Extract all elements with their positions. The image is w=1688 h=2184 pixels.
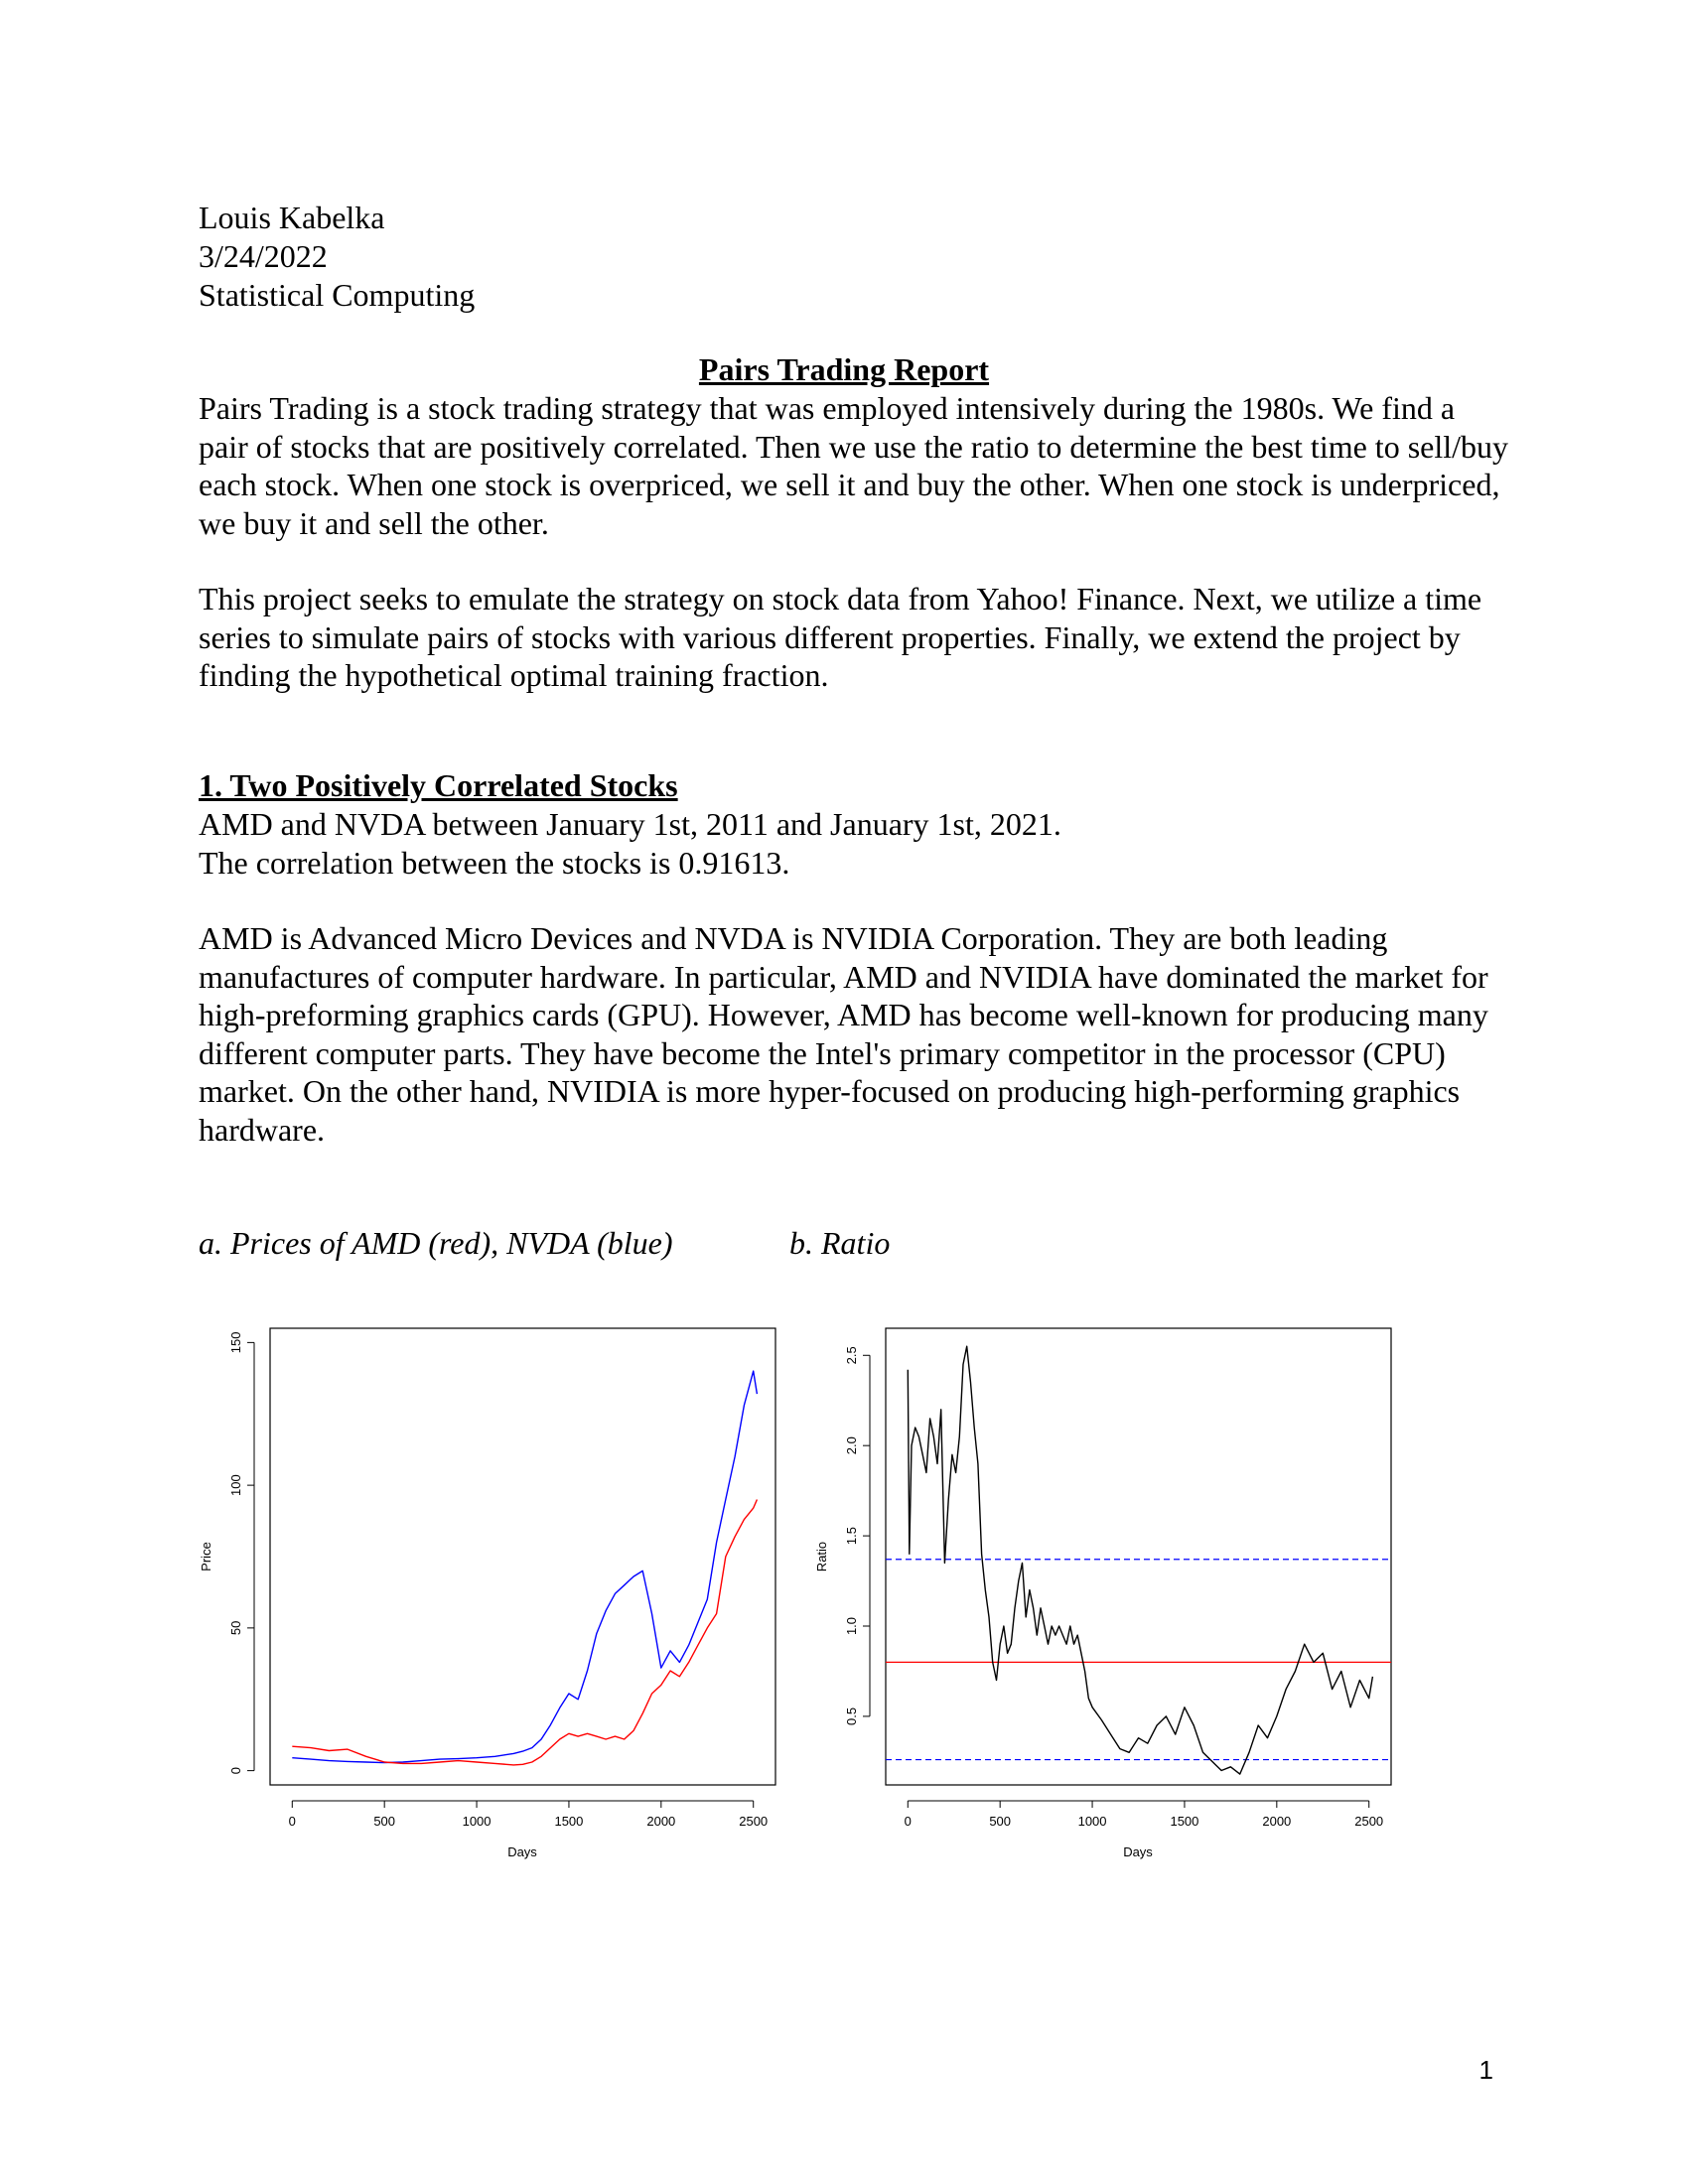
y-tick-label: 0 [228,1767,243,1774]
y-tick-label: 2.5 [844,1346,859,1364]
series-line-0 [907,1345,1374,1775]
correlation-line: The correlation between the stocks is 0.… [199,844,790,881]
x-tick-label: 1500 [1170,1814,1198,1829]
y-tick-label: 0.5 [844,1707,859,1725]
section-1-paragraph: AMD is Advanced Micro Devices and NVDA i… [199,920,1488,1148]
chart-series [292,1370,759,1766]
x-tick-label: 2000 [1262,1814,1291,1829]
x-tick-label: 2000 [646,1814,675,1829]
y-tick-label: 2.0 [844,1436,859,1454]
x-axis-label: Days [507,1844,537,1859]
chart-axes: 0 500 1000 1500 2000 2500 0 50 100 150 [228,1332,768,1829]
x-tick-label: 500 [989,1814,1011,1829]
caption-ratio: b. Ratio [789,1225,891,1261]
y-axis-label: Price [199,1542,213,1571]
intro-paragraph-2: This project seeks to emulate the strate… [199,581,1482,693]
page-number: 1 [1478,2055,1493,2085]
y-tick-label: 100 [228,1474,243,1496]
series-line-0 [292,1370,759,1764]
x-tick-label: 1000 [463,1814,492,1829]
caption-prices: a. Prices of AMD (red), NVDA (blue) [199,1225,673,1261]
header-block: Louis Kabelka 3/24/2022 Statistical Comp… [199,199,475,315]
x-tick-label: 0 [289,1814,296,1829]
y-tick-label: 1.5 [844,1527,859,1545]
ratio-line-chart: 0 500 1000 1500 2000 2500 0.5 1.0 1.5 2.0 2.5 Days… [814,1327,1392,1859]
course-name: Statistical Computing [199,277,476,313]
x-tick-label: 0 [905,1814,912,1829]
x-tick-label: 2500 [1354,1814,1383,1829]
x-tick-label: 1500 [554,1814,583,1829]
date-range-line: AMD and NVDA between January 1st, 2011 a… [199,806,1061,842]
plot-frame [885,1327,1392,1786]
y-axis-label: Ratio [814,1542,829,1571]
x-axis-label: Days [1123,1844,1153,1859]
section-1-summary: AMD and NVDA between January 1st, 2011 a… [199,805,1061,882]
y-tick-label: 1.0 [844,1617,859,1635]
x-tick-label: 1000 [1078,1814,1107,1829]
intro-paragraph-1: Pairs Trading is a stock trading strateg… [199,390,1509,541]
section-1-heading: 1. Two Positively Correlated Stocks [199,767,678,803]
author-name: Louis Kabelka [199,200,385,235]
report-title: Pairs Trading Report [698,351,990,387]
chart-series [886,1345,1391,1775]
chart-axes: 0 500 1000 1500 2000 2500 0.5 1.0 1.5 2.0 2.5 [844,1346,1383,1829]
plot-frame [269,1327,776,1786]
y-tick-label: 50 [228,1621,243,1635]
prices-line-chart: 0 500 1000 1500 2000 2500 0 50 100 150 Days Price [199,1327,776,1859]
x-tick-label: 500 [373,1814,395,1829]
y-tick-label: 150 [228,1332,243,1354]
series-line-1 [292,1499,759,1766]
report-date: 3/24/2022 [199,238,328,274]
x-tick-label: 2500 [739,1814,768,1829]
